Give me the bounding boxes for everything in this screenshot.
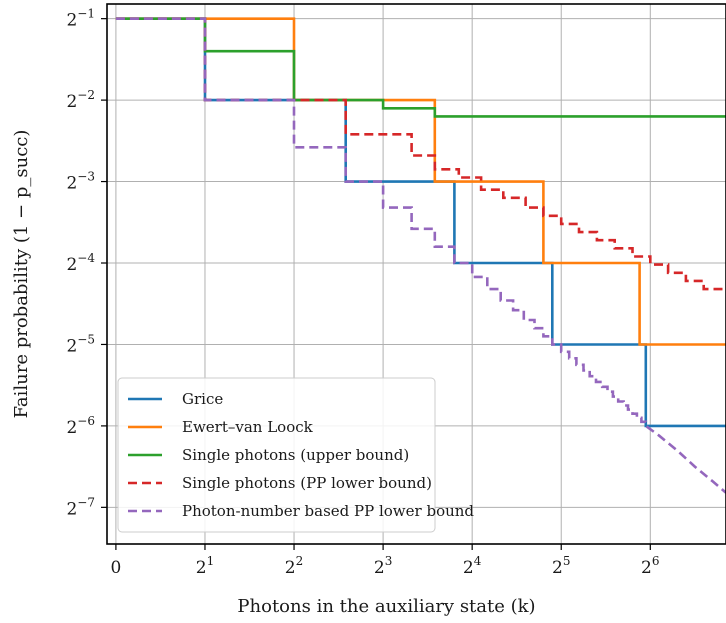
series-line-1: [115, 17, 726, 428]
legend-label: Grice: [182, 390, 223, 408]
x-tick-label: 0: [110, 558, 121, 578]
plot-frame: [106, 3, 726, 545]
series-group: [115, 17, 726, 494]
legend-label: Photon-number based PP lower bound: [182, 502, 474, 520]
y-tick-label: 2−4: [66, 251, 95, 275]
x-tick-label: 22: [285, 554, 303, 578]
series-line-4: [115, 17, 726, 291]
legend-box: [117, 377, 436, 533]
legend-label: Single photons (PP lower bound): [182, 474, 432, 492]
y-tick-label: 2−5: [66, 332, 95, 356]
y-tick-label: 2−7: [66, 495, 95, 519]
x-tick-label: 26: [641, 554, 659, 578]
x-ticks: 0 21 22 23 24 25 26: [110, 544, 660, 578]
x-tick-label: 23: [374, 554, 392, 578]
series-line-5: [115, 17, 726, 494]
x-tick-label: 21: [196, 554, 214, 578]
y-axis-label: Failure probability (1 − p_succ): [11, 130, 32, 419]
x-axis-label: Photons in the auxiliary state (k): [237, 596, 535, 617]
y-ticks: 2−1 2−2 2−3 2−4 2−5 2−6 2−7: [66, 7, 107, 519]
legend-label: Single photons (upper bound): [182, 446, 409, 464]
legend: Grice Ewert–van Loock Single photons (uppe…: [117, 377, 474, 533]
x-tick-label: 24: [463, 554, 482, 578]
x-tick-label: 25: [552, 554, 570, 578]
y-tick-label: 2−2: [66, 88, 95, 112]
legend-label: Ewert–van Loock: [182, 418, 314, 436]
y-tick-label: 2−3: [66, 170, 95, 194]
y-tick-label: 2−6: [66, 414, 95, 438]
series-line-3: [115, 17, 726, 118]
y-tick-label: 2−1: [66, 7, 95, 31]
